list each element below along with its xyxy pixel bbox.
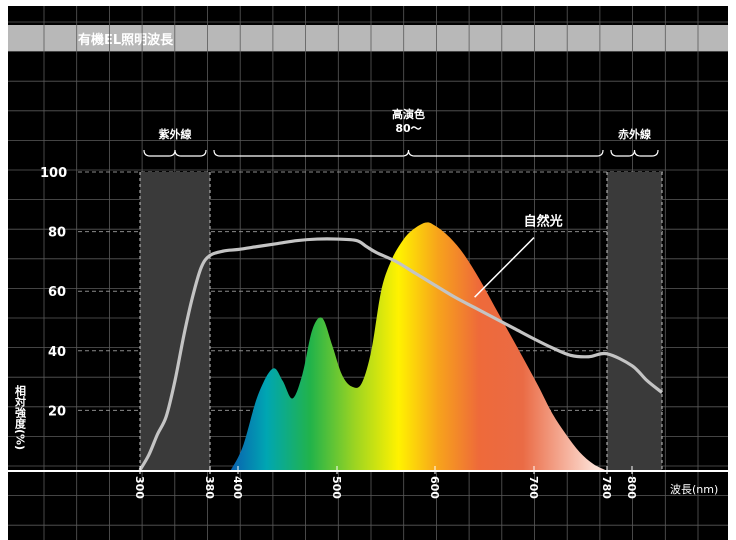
x-axis-ticks: 300 380 400 500 600 700 780 800 (133, 466, 638, 499)
x-tick-label: 800 (625, 476, 638, 499)
y-axis-title: 相対強度(%) (14, 384, 28, 450)
x-tick-label: 600 (428, 476, 441, 499)
bracket-0 (143, 149, 207, 157)
y-axis-ticks: 20 40 60 80 100 (40, 166, 67, 419)
shaded-region-2 (607, 172, 662, 470)
natural-light-callout-line (474, 237, 535, 298)
region-sublabel-1: 80〜 (395, 122, 421, 135)
x-tick-label: 700 (527, 476, 540, 499)
y-tick-label: 40 (48, 345, 66, 360)
shaded-region-0 (140, 172, 210, 470)
x-axis-band (8, 470, 728, 472)
y-tick-label: 80 (48, 226, 66, 241)
wavelength-regions (139, 172, 663, 470)
y-tick-label: 100 (40, 166, 67, 181)
bracket-1 (213, 149, 604, 157)
chart-title: 有機EL照明波長 (78, 32, 174, 48)
y-tick-label: 60 (48, 285, 66, 300)
region-label-1: 高演色 (392, 107, 425, 121)
natural-light-label: 自然光 (524, 214, 563, 230)
x-tick-label: 380 (203, 476, 216, 499)
region-label-2: 赤外線 (618, 127, 651, 141)
x-tick-label: 780 (600, 476, 613, 499)
x-tick-label: 300 (133, 476, 146, 499)
oled-spectrum-area (231, 222, 606, 470)
y-tick-label: 20 (48, 404, 66, 419)
natural-light-curve (138, 237, 663, 471)
region-label-0: 紫外線 (159, 127, 192, 141)
title-bar (8, 25, 728, 51)
bracket-2 (610, 149, 659, 157)
x-tick-label: 400 (231, 476, 244, 499)
x-tick-label: 500 (330, 476, 343, 499)
x-axis-title: 波長(nm) (670, 483, 718, 496)
